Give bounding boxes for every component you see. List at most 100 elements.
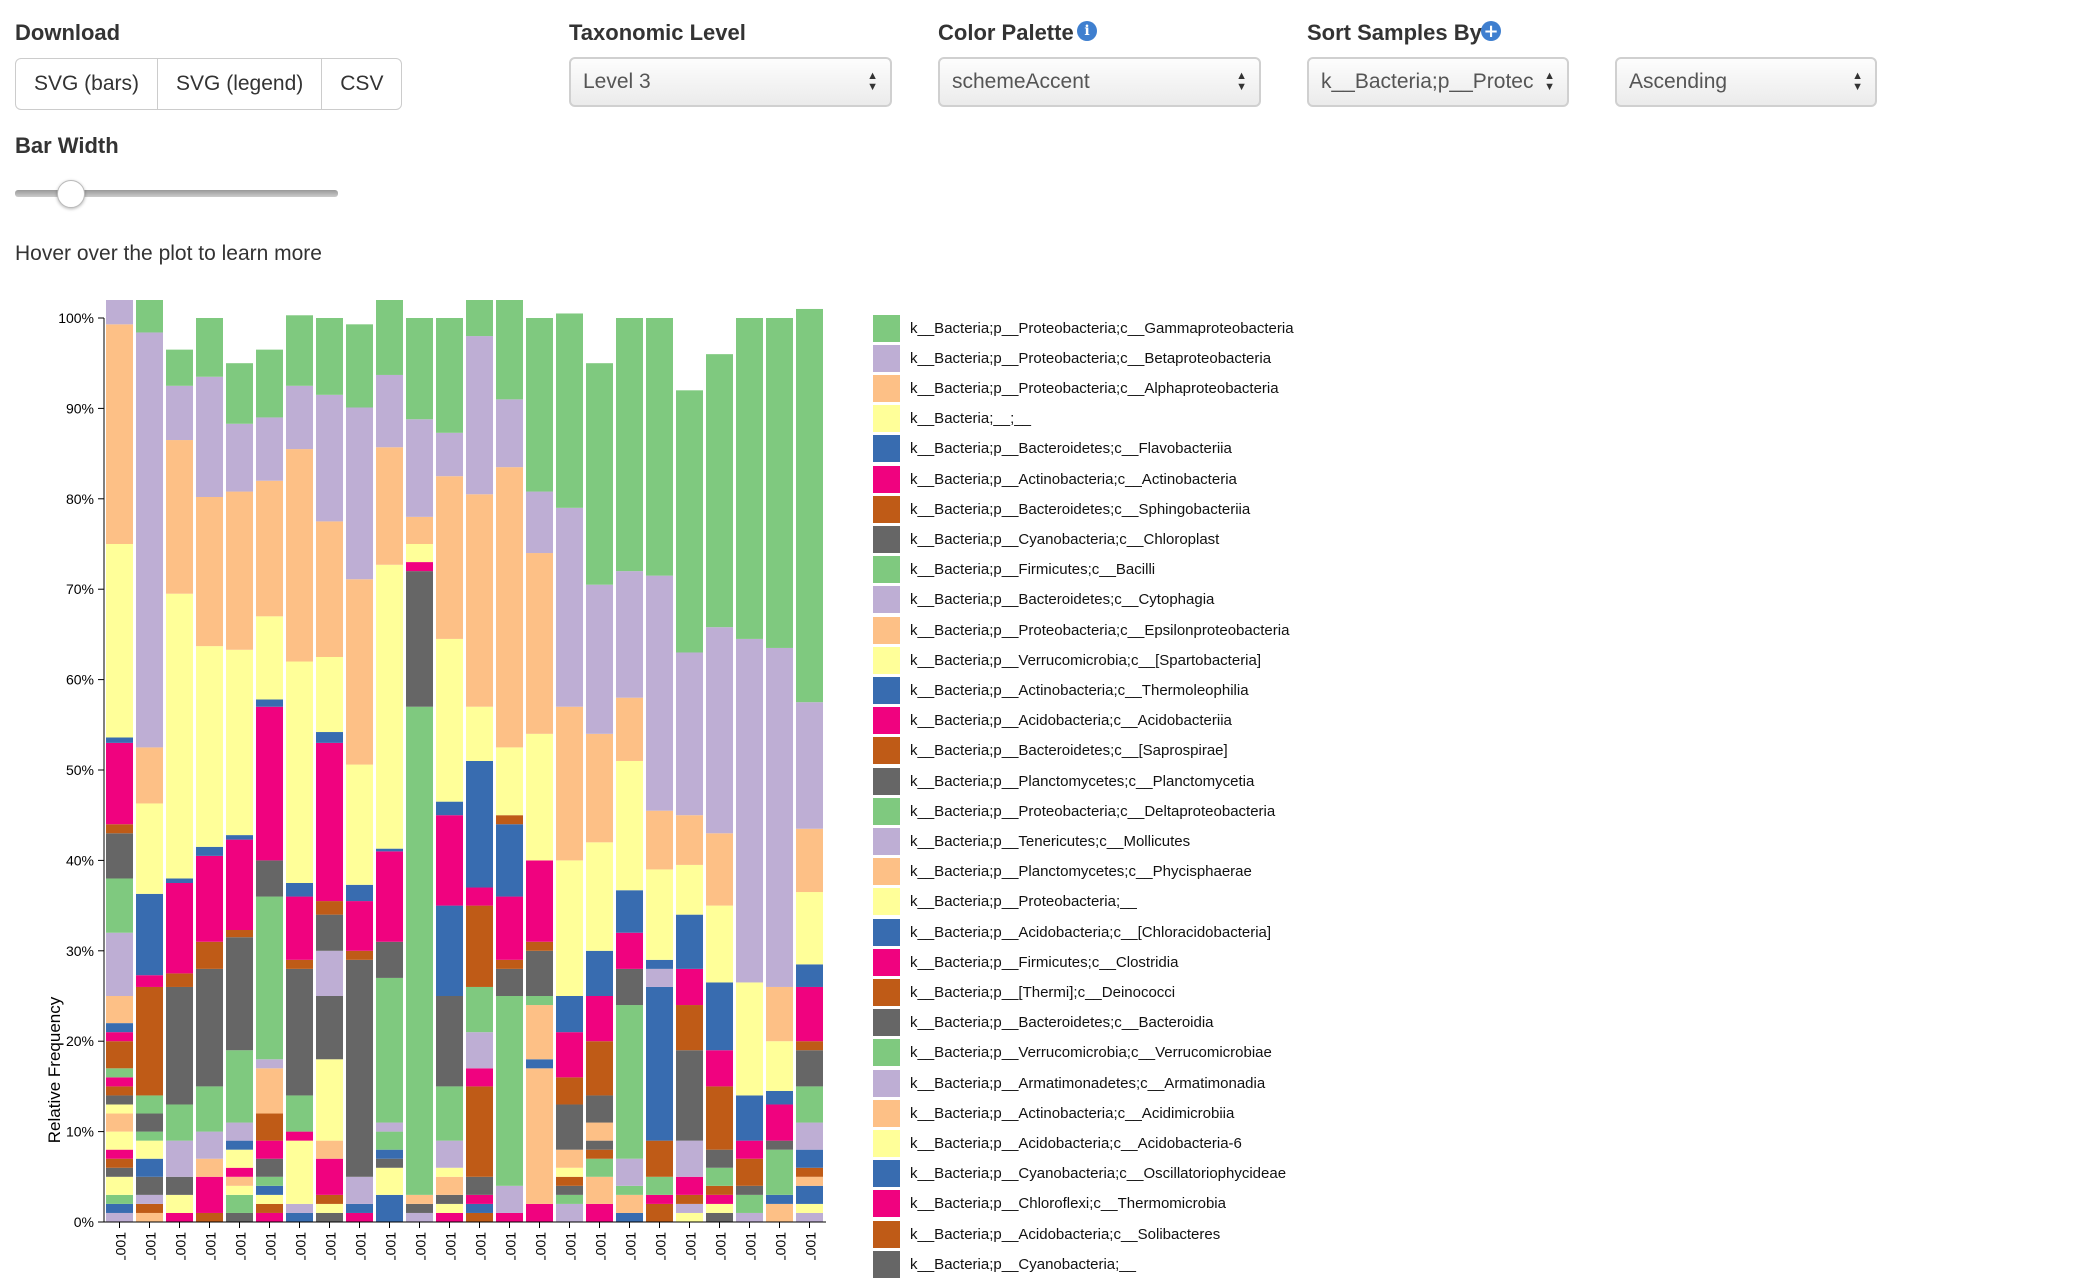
legend-item[interactable]: k__Bacteria;p__Proteobacteria;c__Alphapr… — [873, 373, 1279, 403]
taxonomic-level-select[interactable]: Level 3 ▲ ▼ — [569, 57, 892, 107]
bar-segment[interactable] — [706, 1086, 733, 1150]
bar-segment[interactable] — [346, 407, 373, 580]
bar-segment[interactable] — [376, 1131, 403, 1150]
bar-segment[interactable] — [676, 1203, 703, 1213]
bar-segment[interactable] — [496, 1185, 523, 1213]
bar-segment[interactable] — [616, 571, 643, 698]
legend-item[interactable]: k__Bacteria;p__Acidobacteria;c__[Chlorac… — [873, 917, 1271, 947]
legend-item[interactable]: k__Bacteria;p__Firmicutes;c__Bacilli — [873, 555, 1155, 585]
bar-segment[interactable] — [346, 1203, 373, 1213]
bar-segment[interactable] — [196, 855, 223, 942]
bar-segment[interactable] — [166, 973, 193, 987]
bar-segment[interactable] — [106, 1167, 133, 1177]
bar-segment[interactable] — [226, 1194, 253, 1213]
bar-segment[interactable] — [766, 1194, 793, 1204]
bar-segment[interactable] — [676, 815, 703, 865]
bar-segment[interactable] — [436, 1086, 463, 1141]
bar-segment[interactable] — [556, 1176, 583, 1186]
bar-segment[interactable] — [316, 1158, 343, 1195]
bar-segment[interactable] — [706, 1149, 733, 1168]
bar-segment[interactable] — [436, 432, 463, 477]
bar-segment[interactable] — [226, 1176, 253, 1186]
bar-segment[interactable] — [376, 1167, 403, 1195]
bar-segment[interactable] — [286, 661, 313, 883]
bar-segment[interactable] — [676, 914, 703, 969]
bar-segment[interactable] — [256, 1068, 283, 1114]
bar-segment[interactable] — [616, 1158, 643, 1186]
bar-segment[interactable] — [136, 1203, 163, 1213]
bar-segment[interactable] — [556, 1104, 583, 1150]
bar-segment[interactable] — [286, 1140, 313, 1204]
bar-segment[interactable] — [106, 742, 133, 825]
bar-segment[interactable] — [556, 1167, 583, 1177]
bar-segment[interactable] — [256, 1212, 283, 1222]
bar-segment[interactable] — [316, 521, 343, 657]
bar-segment[interactable] — [136, 893, 163, 976]
bar-segment[interactable] — [796, 1149, 823, 1168]
bar-segment[interactable] — [766, 986, 793, 1042]
bar-segment[interactable] — [436, 1140, 463, 1168]
bar-segment[interactable] — [736, 1140, 763, 1159]
bar-segment[interactable] — [556, 313, 583, 508]
bar-segment[interactable] — [316, 914, 343, 951]
bar-segment[interactable] — [586, 584, 613, 734]
bar-segment[interactable] — [316, 657, 343, 733]
bar-segment[interactable] — [676, 652, 703, 816]
legend-item[interactable]: k__Bacteria;p__Bacteroidetes;c__Bacteroi… — [873, 1008, 1214, 1038]
bar-segment[interactable] — [466, 905, 493, 987]
bar-segment[interactable] — [466, 706, 493, 761]
bar-segment[interactable] — [226, 839, 253, 931]
bar-segment[interactable] — [376, 374, 403, 448]
bar-segment[interactable] — [286, 959, 313, 969]
bar-segment[interactable] — [376, 1194, 403, 1222]
bar-segment[interactable] — [796, 986, 823, 1042]
bar-segment[interactable] — [736, 982, 763, 1096]
bar-segment[interactable] — [376, 447, 403, 565]
bar-segment[interactable] — [496, 300, 523, 400]
bar-segment[interactable] — [616, 1185, 643, 1195]
bar-segment[interactable] — [436, 1176, 463, 1195]
bar-segment[interactable] — [196, 941, 223, 969]
bar-segment[interactable] — [196, 646, 223, 847]
bar-segment[interactable] — [196, 1176, 223, 1213]
bar-segment[interactable] — [256, 616, 283, 700]
bar-segment[interactable] — [466, 1212, 493, 1222]
bar-segment[interactable] — [676, 1050, 703, 1141]
bar-segment[interactable] — [526, 1203, 553, 1222]
bar-segment[interactable] — [496, 815, 523, 825]
bar-segment[interactable] — [466, 494, 493, 707]
svg-legend-button[interactable]: SVG (legend) — [157, 58, 323, 110]
bar-segment[interactable] — [286, 1095, 313, 1132]
bar-segment[interactable] — [136, 1113, 163, 1132]
bar-segment[interactable] — [406, 1212, 433, 1222]
bar-segment[interactable] — [646, 1140, 673, 1177]
bar-segment[interactable] — [136, 747, 163, 804]
bar-segment[interactable] — [226, 1122, 253, 1141]
legend-item[interactable]: k__Bacteria;p__Cyanobacteria;__ — [873, 1249, 1136, 1279]
bar-segment[interactable] — [526, 941, 553, 951]
bar-segment[interactable] — [136, 300, 163, 333]
legend-item[interactable]: k__Bacteria;p__Proteobacteria;c__Betapro… — [873, 343, 1271, 373]
bar-segment[interactable] — [556, 1032, 583, 1078]
legend-item[interactable]: k__Bacteria;p__Bacteroidetes;c__Cytophag… — [873, 585, 1214, 615]
bar-segment[interactable] — [106, 932, 133, 996]
bar-segment[interactable] — [526, 996, 553, 1006]
bar-segment[interactable] — [256, 480, 283, 617]
legend-item[interactable]: k__Bacteria;p__Verrucomicrobia;c__Verruc… — [873, 1038, 1272, 1068]
bar-segment[interactable] — [586, 1203, 613, 1222]
legend-item[interactable]: k__Bacteria;p__Armatimonadetes;c__Armati… — [873, 1068, 1265, 1098]
bar-segment[interactable] — [706, 833, 733, 906]
bar-segment[interactable] — [136, 1095, 163, 1114]
sort-order-select[interactable]: Ascending ▲ ▼ — [1615, 57, 1877, 107]
bar-segment[interactable] — [586, 733, 613, 843]
bar-segment[interactable] — [196, 1212, 223, 1222]
bar-segment[interactable] — [376, 564, 403, 849]
bar-segment[interactable] — [346, 959, 373, 1177]
stacked-bar-chart[interactable]: L001 L001 L001 L001 L001 L001 L001 L001 L001 L001… — [0, 300, 860, 1260]
legend-item[interactable]: k__Bacteria;p__Tenericutes;c__Mollicutes — [873, 826, 1190, 856]
bar-segment[interactable] — [646, 986, 673, 1141]
bar-segment[interactable] — [586, 996, 613, 1042]
bar-segment[interactable] — [436, 638, 463, 802]
bar-segment[interactable] — [376, 300, 403, 375]
bar-segment[interactable] — [196, 1131, 223, 1159]
